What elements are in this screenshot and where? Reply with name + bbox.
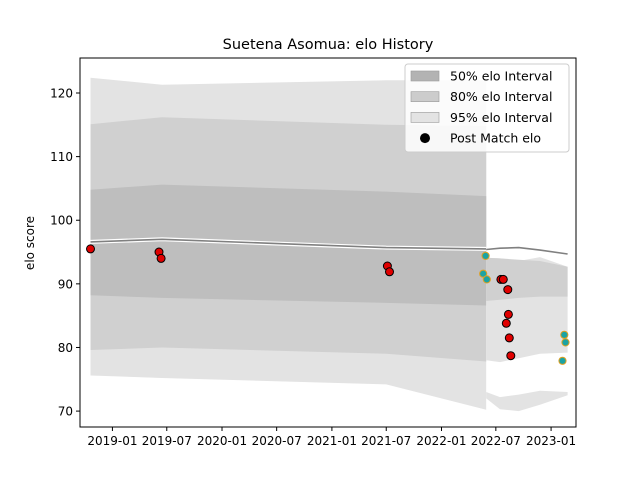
y-tick-label-5: 110 (50, 150, 73, 164)
data-point-17 (560, 330, 569, 339)
legend: 50% elo Interval 80% elo Interval 95% elo … (404, 63, 570, 153)
x-tick-label-6: 2021-07 (361, 434, 411, 448)
x-tick-label-8: 2022-07 (471, 434, 521, 448)
x-tick-label-9: 2023-01 (526, 434, 576, 448)
y-axis-label: elo score (23, 216, 37, 270)
data-point-8 (482, 275, 491, 284)
mean-line-2 (486, 246, 568, 255)
data-point-12 (501, 318, 511, 328)
data-point-3 (156, 253, 166, 263)
y-tick-label-4: 100 (50, 214, 73, 228)
data-point-10 (498, 274, 508, 284)
data-point-14 (504, 333, 514, 343)
y-tick-label-3: 90 (58, 277, 73, 291)
legend-swatch-3 (410, 112, 440, 123)
data-point-16 (558, 356, 567, 365)
data-point-6 (479, 269, 488, 278)
legend-label-1: 50% elo Interval (450, 69, 552, 84)
x-tick-label-2: 2019-07 (142, 434, 192, 448)
legend-swatch-1 (410, 70, 440, 82)
post-match-points (86, 244, 570, 365)
y-tick-label-2: 80 (58, 341, 73, 355)
data-point-18 (561, 338, 570, 347)
x-tick-label-1: 2019-01 (87, 434, 137, 448)
data-point-1 (86, 244, 95, 254)
legend-label-3: 95% elo Interval (450, 110, 552, 125)
x-tick-label-7: 2022-01 (416, 434, 466, 448)
legend-marker-4 (420, 133, 430, 144)
legend-label-2: 80% elo Interval (450, 89, 552, 104)
legend-box (404, 63, 570, 153)
data-point-15 (506, 351, 516, 361)
x-tick-label-4: 2020-07 (252, 434, 302, 448)
x-axis-ticks: 2019-01 2019-07 2020-01 2020-07 2021-01 2021-… (87, 427, 576, 448)
data-point-11 (503, 285, 513, 295)
band-95-lower-segment-2 (486, 390, 568, 412)
mean-line-1 (90, 238, 487, 250)
data-point-7 (481, 251, 490, 260)
legend-label-4: Post Match elo (450, 131, 541, 146)
y-tick-label-6: 120 (50, 86, 73, 100)
interval-bands (90, 77, 568, 412)
y-tick-label-1: 70 (58, 405, 73, 419)
y-axis-ticks: 70 80 90 100 110 120 (50, 86, 80, 419)
plot-frame (79, 57, 577, 428)
x-tick-label-3: 2020-01 (197, 434, 247, 448)
x-tick-label-5: 2021-01 (307, 434, 357, 448)
mean-elo-line (90, 237, 568, 256)
legend-swatch-2 (410, 91, 440, 102)
data-point-13 (503, 309, 513, 319)
data-point-5 (385, 267, 394, 277)
chart-title: Suetena Asomua: elo History (223, 37, 434, 53)
